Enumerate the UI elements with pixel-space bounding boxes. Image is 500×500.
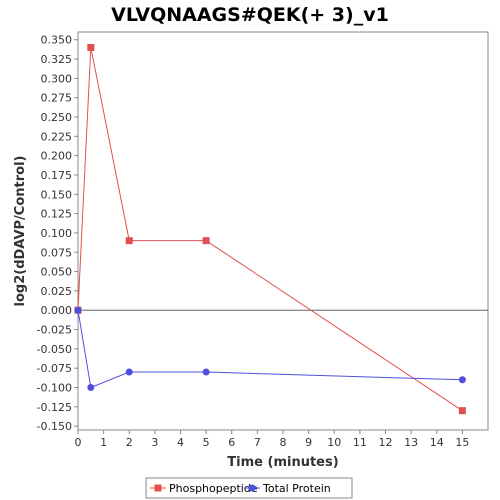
x-tick-label: 8 bbox=[280, 436, 287, 449]
y-tick-label: 0.125 bbox=[41, 208, 73, 221]
y-tick-label: 0.275 bbox=[41, 92, 73, 105]
x-tick-label: 10 bbox=[327, 436, 341, 449]
data-point bbox=[202, 368, 210, 376]
x-axis-label: Time (minutes) bbox=[227, 455, 338, 470]
legend-label: Total Protein bbox=[262, 482, 331, 495]
y-tick-label: -0.025 bbox=[37, 324, 72, 337]
y-tick-label: 0.250 bbox=[41, 111, 73, 124]
x-tick-label: 11 bbox=[353, 436, 367, 449]
y-tick-label: -0.150 bbox=[37, 420, 72, 433]
y-tick-label: 0.300 bbox=[41, 72, 73, 85]
x-tick-label: 14 bbox=[430, 436, 444, 449]
data-point bbox=[87, 383, 95, 391]
x-tick-label: 15 bbox=[455, 436, 469, 449]
y-tick-label: -0.100 bbox=[37, 381, 72, 394]
x-tick-label: 3 bbox=[151, 436, 158, 449]
y-tick-label: 0.200 bbox=[41, 150, 73, 163]
legend-marker bbox=[154, 484, 162, 492]
data-point bbox=[458, 376, 466, 384]
y-axis: -0.150 -0.125 -0.100 -0.075 -0.050 -0.025 0.00… bbox=[37, 34, 78, 433]
y-tick-label: 0.000 bbox=[41, 304, 73, 317]
y-tick-label: 0.075 bbox=[41, 246, 73, 259]
legend: Phosphopeptide Total Protein bbox=[145, 477, 353, 499]
plot-area bbox=[77, 31, 489, 431]
x-axis: 0 1 2 3 4 5 6 7 8 9 10 11 12 13 14 15 bbox=[75, 430, 469, 449]
data-point bbox=[458, 407, 466, 415]
y-tick-label: -0.075 bbox=[37, 362, 72, 375]
y-tick-label: 0.225 bbox=[41, 130, 73, 143]
y-axis-label: log2(dDAVP/Control) bbox=[13, 156, 28, 307]
series-group bbox=[74, 43, 466, 415]
data-point bbox=[125, 368, 133, 376]
x-tick-label: 7 bbox=[254, 436, 261, 449]
y-tick-label: 0.150 bbox=[41, 188, 73, 201]
legend-marker bbox=[248, 484, 256, 492]
x-tick-label: 1 bbox=[100, 436, 107, 449]
x-tick-label: 2 bbox=[126, 436, 133, 449]
legend-label: Phosphopeptide bbox=[169, 482, 258, 495]
x-tick-label: 12 bbox=[379, 436, 393, 449]
data-point bbox=[202, 237, 210, 245]
y-tick-label: 0.025 bbox=[41, 285, 73, 298]
data-point bbox=[87, 43, 95, 51]
x-tick-label: 0 bbox=[75, 436, 82, 449]
y-tick-label: 0.050 bbox=[41, 266, 73, 279]
data-point bbox=[74, 306, 82, 314]
x-tick-label: 6 bbox=[228, 436, 235, 449]
y-tick-label: 0.100 bbox=[41, 227, 73, 240]
x-tick-label: 9 bbox=[305, 436, 312, 449]
y-tick-label: -0.125 bbox=[37, 401, 72, 414]
y-tick-label: 0.325 bbox=[41, 53, 73, 66]
y-tick-label: 0.350 bbox=[41, 34, 73, 47]
x-tick-label: 4 bbox=[177, 436, 184, 449]
chart-title: VLVQNAAGS#QEK(+ 3)_v1 bbox=[111, 4, 389, 26]
x-tick-label: 5 bbox=[203, 436, 210, 449]
data-point bbox=[125, 237, 133, 245]
x-tick-label: 13 bbox=[404, 436, 418, 449]
y-tick-label: 0.175 bbox=[41, 169, 73, 182]
y-tick-label: -0.050 bbox=[37, 343, 72, 356]
